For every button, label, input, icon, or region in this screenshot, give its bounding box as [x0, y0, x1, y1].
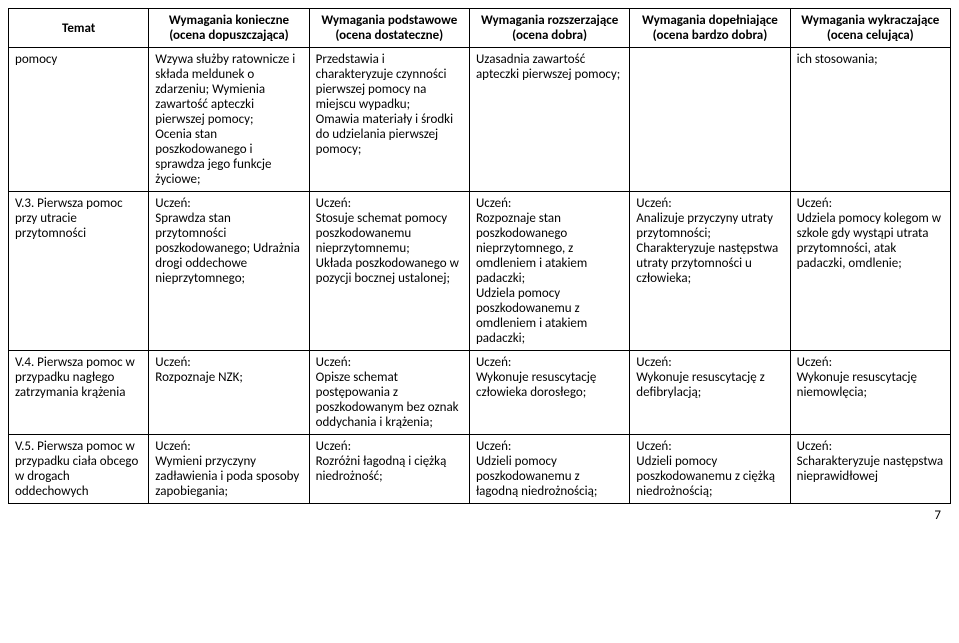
- header-dopelniajace-line2: (ocena bardzo dobra): [636, 28, 783, 43]
- cell-c3: Uczeń: Wykonuje resuscytację człowieka d…: [469, 351, 629, 435]
- header-topic: Temat: [9, 9, 149, 48]
- cell-c2: Uczeń: Opisze schemat postępowania z pos…: [309, 351, 469, 435]
- cell-c0: V.4. Pierwsza pomoc w przypadku nagłego …: [9, 351, 149, 435]
- cell-c5: Uczeń: Udziela pomocy kolegom w szkole g…: [790, 192, 950, 351]
- cell-c1: Uczeń: Wymieni przyczyny zadławienia i p…: [149, 435, 309, 504]
- header-dopelniajace-line1: Wymagania dopełniające: [636, 13, 783, 28]
- header-konieczne-line1: Wymagania konieczne: [155, 13, 302, 28]
- cell-c3: Uczeń: Rozpoznaje stan poszkodowanego ni…: [469, 192, 629, 351]
- header-konieczne-line2: (ocena dopuszczająca): [155, 28, 302, 43]
- table-row: V.3. Pierwsza pomoc przy utracie przytom…: [9, 192, 951, 351]
- cell-c0: V.3. Pierwsza pomoc przy utracie przytom…: [9, 192, 149, 351]
- cell-c2: Przedstawia i charakteryzuje czynności p…: [309, 48, 469, 192]
- cell-c4: Uczeń: Udzieli pomocy poszkodowanemu z c…: [630, 435, 790, 504]
- requirements-table: Temat Wymagania konieczne (ocena dopuszc…: [8, 8, 951, 504]
- header-podstawowe-line1: Wymagania podstawowe: [316, 13, 463, 28]
- header-wykraczajace: Wymagania wykraczające (ocena celująca): [790, 9, 950, 48]
- cell-c0: V.5. Pierwsza pomoc w przypadku ciała ob…: [9, 435, 149, 504]
- cell-c2: Uczeń: Rozróżni łagodną i ciężką niedroż…: [309, 435, 469, 504]
- header-podstawowe: Wymagania podstawowe (ocena dostateczne): [309, 9, 469, 48]
- cell-c1: Wzywa służby ratownicze i składa meldune…: [149, 48, 309, 192]
- cell-c5: ich stosowania;: [790, 48, 950, 192]
- cell-c4: Uczeń: Wykonuje resuscytację z defibryla…: [630, 351, 790, 435]
- cell-c1: Uczeń: Rozpoznaje NZK;: [149, 351, 309, 435]
- header-wykraczajace-line2: (ocena celująca): [797, 28, 944, 43]
- cell-c3: Uzasadnia zawartość apteczki pierwszej p…: [469, 48, 629, 192]
- cell-c1: Uczeń: Sprawdza stan przytomności poszko…: [149, 192, 309, 351]
- cell-c4: [630, 48, 790, 192]
- header-dopelniajace: Wymagania dopełniające (ocena bardzo dob…: [630, 9, 790, 48]
- cell-c5: Uczeń: Wykonuje resuscytację niemowlęcia…: [790, 351, 950, 435]
- table-body: pomocyWzywa służby ratownicze i składa m…: [9, 48, 951, 504]
- table-row: pomocyWzywa służby ratownicze i składa m…: [9, 48, 951, 192]
- cell-c2: Uczeń: Stosuje schemat pomocy poszkodowa…: [309, 192, 469, 351]
- cell-c3: Uczeń: Udzieli pomocy poszkodowanemu z ł…: [469, 435, 629, 504]
- header-konieczne: Wymagania konieczne (ocena dopuszczająca…: [149, 9, 309, 48]
- table-row: V.5. Pierwsza pomoc w przypadku ciała ob…: [9, 435, 951, 504]
- header-rozszerzajace-line2: (ocena dobra): [476, 28, 623, 43]
- header-podstawowe-line2: (ocena dostateczne): [316, 28, 463, 43]
- header-rozszerzajace-line1: Wymagania rozszerzające: [476, 13, 623, 28]
- header-row: Temat Wymagania konieczne (ocena dopuszc…: [9, 9, 951, 48]
- cell-c4: Uczeń: Analizuje przyczyny utraty przyto…: [630, 192, 790, 351]
- header-rozszerzajace: Wymagania rozszerzające (ocena dobra): [469, 9, 629, 48]
- header-topic-label: Temat: [62, 21, 95, 36]
- cell-c0: pomocy: [9, 48, 149, 192]
- page-number: 7: [8, 504, 951, 523]
- table-row: V.4. Pierwsza pomoc w przypadku nagłego …: [9, 351, 951, 435]
- cell-c5: Uczeń: Scharakteryzuje następstwa niepra…: [790, 435, 950, 504]
- header-wykraczajace-line1: Wymagania wykraczające: [797, 13, 944, 28]
